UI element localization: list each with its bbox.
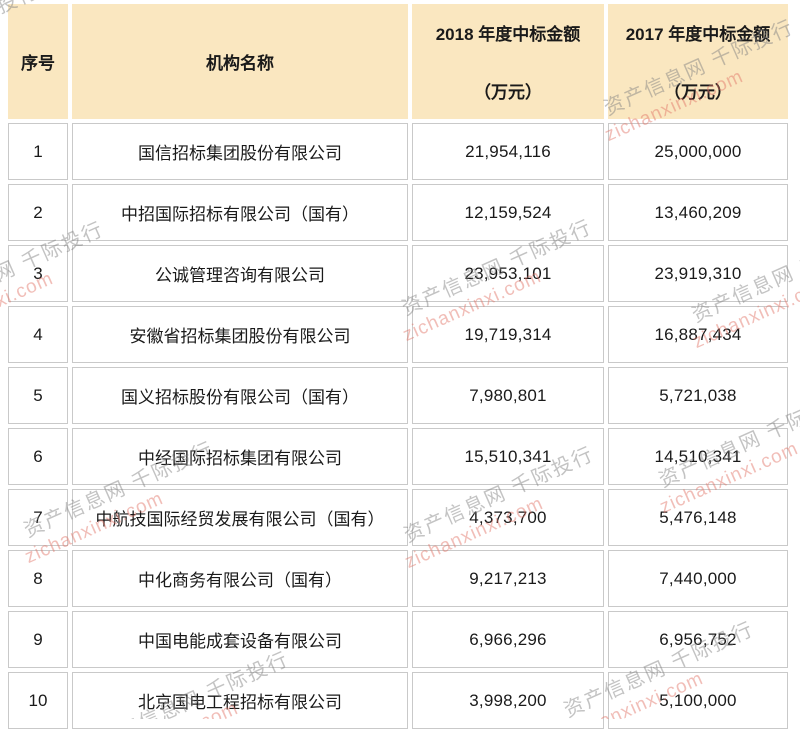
amount-2017-cell: 16,887,434 (608, 306, 788, 363)
org-name-cell: 国信招标集团股份有限公司 (72, 123, 408, 180)
row-index-cell: 3 (8, 245, 68, 302)
table-header: 序号 机构名称 2018 年度中标金额 （万元） 2017 年度中标金额 （万元… (8, 4, 788, 119)
amount-2018-cell: 23,953,101 (412, 245, 604, 302)
org-name-cell: 北京国电工程招标有限公司 (72, 672, 408, 729)
amount-2018-cell: 9,217,213 (412, 550, 604, 607)
org-name-cell: 中招国际招标有限公司（国有） (72, 184, 408, 241)
row-index-cell: 7 (8, 489, 68, 546)
org-name-cell: 安徽省招标集团股份有限公司 (72, 306, 408, 363)
table-row: 1 国信招标集团股份有限公司 21,954,116 25,000,000 (8, 123, 788, 180)
table-row: 2 中招国际招标有限公司（国有） 12,159,524 13,460,209 (8, 184, 788, 241)
row-index-cell: 6 (8, 428, 68, 485)
amount-2017-cell: 5,476,148 (608, 489, 788, 546)
header-index-label: 序号 (21, 54, 55, 73)
row-index-cell: 1 (8, 123, 68, 180)
org-name-cell: 中经国际招标集团有限公司 (72, 428, 408, 485)
header-cell-org-name: 机构名称 (72, 4, 408, 119)
org-name-cell: 公诚管理咨询有限公司 (72, 245, 408, 302)
header-2018-label-line1: 2018 年度中标金额 (435, 25, 581, 44)
row-index-cell: 8 (8, 550, 68, 607)
bid-amount-table: 序号 机构名称 2018 年度中标金额 （万元） 2017 年度中标金额 （万元… (4, 0, 792, 733)
amount-2018-cell: 4,373,700 (412, 489, 604, 546)
header-cell-2017: 2017 年度中标金额 （万元） (608, 4, 788, 119)
amount-2018-cell: 19,719,314 (412, 306, 604, 363)
amount-2017-cell: 23,919,310 (608, 245, 788, 302)
header-cell-2018: 2018 年度中标金额 （万元） (412, 4, 604, 119)
table-row: 10 北京国电工程招标有限公司 3,998,200 5,100,000 (8, 672, 788, 729)
amount-2017-cell: 5,721,038 (608, 367, 788, 424)
table-row: 9 中国电能成套设备有限公司 6,966,296 6,956,752 (8, 611, 788, 668)
row-index-cell: 2 (8, 184, 68, 241)
amount-2017-cell: 14,510,341 (608, 428, 788, 485)
row-index-cell: 5 (8, 367, 68, 424)
table-row: 5 国义招标股份有限公司（国有） 7,980,801 5,721,038 (8, 367, 788, 424)
amount-2017-cell: 6,956,752 (608, 611, 788, 668)
amount-2017-cell: 13,460,209 (608, 184, 788, 241)
header-2017-label-line1: 2017 年度中标金额 (625, 25, 771, 44)
table-row: 3 公诚管理咨询有限公司 23,953,101 23,919,310 (8, 245, 788, 302)
table-row: 6 中经国际招标集团有限公司 15,510,341 14,510,341 (8, 428, 788, 485)
table-row: 7 中航技国际经贸发展有限公司（国有） 4,373,700 5,476,148 (8, 489, 788, 546)
header-org-name-label: 机构名称 (206, 54, 274, 73)
row-index-cell: 4 (8, 306, 68, 363)
amount-2017-cell: 7,440,000 (608, 550, 788, 607)
org-name-cell: 中航技国际经贸发展有限公司（国有） (72, 489, 408, 546)
amount-2018-cell: 3,998,200 (412, 672, 604, 729)
amount-2018-cell: 12,159,524 (412, 184, 604, 241)
row-index-cell: 9 (8, 611, 68, 668)
table-body: 1 国信招标集团股份有限公司 21,954,116 25,000,000 2 中… (8, 123, 788, 729)
amount-2018-cell: 15,510,341 (412, 428, 604, 485)
row-index-cell: 10 (8, 672, 68, 729)
amount-2018-cell: 21,954,116 (412, 123, 604, 180)
header-2018-label-line2: （万元） (474, 83, 542, 102)
amount-2017-cell: 25,000,000 (608, 123, 788, 180)
amount-2017-cell: 5,100,000 (608, 672, 788, 729)
amount-2018-cell: 7,980,801 (412, 367, 604, 424)
table-row: 4 安徽省招标集团股份有限公司 19,719,314 16,887,434 (8, 306, 788, 363)
bid-amount-table-container: 序号 机构名称 2018 年度中标金额 （万元） 2017 年度中标金额 （万元… (4, 0, 792, 733)
org-name-cell: 中国电能成套设备有限公司 (72, 611, 408, 668)
org-name-cell: 中化商务有限公司（国有） (72, 550, 408, 607)
table-row: 8 中化商务有限公司（国有） 9,217,213 7,440,000 (8, 550, 788, 607)
header-row: 序号 机构名称 2018 年度中标金额 （万元） 2017 年度中标金额 （万元… (8, 4, 788, 119)
amount-2018-cell: 6,966,296 (412, 611, 604, 668)
header-2017-label-line2: （万元） (664, 83, 732, 102)
header-cell-index: 序号 (8, 4, 68, 119)
org-name-cell: 国义招标股份有限公司（国有） (72, 367, 408, 424)
